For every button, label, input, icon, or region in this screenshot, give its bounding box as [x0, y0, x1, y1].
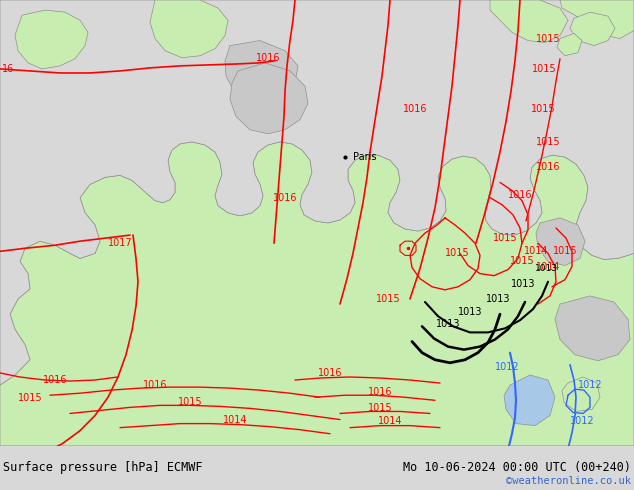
Text: 1013: 1013	[534, 264, 557, 273]
Text: 1012: 1012	[578, 380, 602, 390]
Text: 1015: 1015	[444, 248, 469, 258]
Polygon shape	[562, 377, 600, 412]
Text: ©weatheronline.co.uk: ©weatheronline.co.uk	[506, 476, 631, 486]
Text: 1012: 1012	[570, 416, 594, 425]
Text: 1012: 1012	[495, 362, 519, 372]
Text: 1016: 1016	[318, 368, 342, 378]
Polygon shape	[0, 0, 634, 446]
Polygon shape	[555, 296, 630, 361]
Text: 1017: 1017	[108, 238, 133, 248]
Text: 1013: 1013	[458, 307, 482, 317]
Text: 1013: 1013	[436, 319, 460, 329]
Text: 1016: 1016	[143, 380, 167, 390]
Text: 1016: 1016	[536, 162, 560, 172]
Text: Surface pressure [hPa] ECMWF: Surface pressure [hPa] ECMWF	[3, 462, 203, 474]
Polygon shape	[560, 0, 634, 39]
Polygon shape	[536, 218, 585, 266]
Text: 1014: 1014	[223, 415, 247, 424]
Polygon shape	[490, 0, 568, 43]
Text: 1015: 1015	[536, 33, 560, 44]
Text: 1016: 1016	[368, 387, 392, 397]
Text: 1016: 1016	[42, 375, 67, 385]
Text: 1015: 1015	[532, 64, 556, 74]
Text: 1013: 1013	[511, 279, 535, 289]
Text: 1015: 1015	[531, 104, 555, 115]
Polygon shape	[0, 0, 634, 385]
Polygon shape	[0, 0, 634, 446]
Polygon shape	[557, 33, 582, 56]
Polygon shape	[225, 41, 298, 103]
Text: 1016: 1016	[403, 104, 427, 115]
Polygon shape	[570, 12, 615, 46]
Text: 1014: 1014	[536, 262, 560, 271]
Text: 1015: 1015	[553, 246, 578, 256]
Text: 1013: 1013	[486, 294, 510, 304]
Text: Mo 10-06-2024 00:00 UTC (00+240): Mo 10-06-2024 00:00 UTC (00+240)	[403, 462, 631, 474]
Text: 1015: 1015	[376, 294, 400, 304]
Text: 16: 16	[2, 64, 14, 74]
Text: Paris: Paris	[353, 152, 377, 162]
Polygon shape	[230, 63, 308, 134]
Text: 1015: 1015	[368, 403, 392, 414]
Polygon shape	[504, 375, 555, 426]
Polygon shape	[150, 0, 228, 58]
Text: 1015: 1015	[18, 393, 42, 403]
Polygon shape	[15, 10, 88, 69]
Text: 1015: 1015	[493, 233, 517, 243]
Text: 1015: 1015	[510, 256, 534, 267]
Text: 1016: 1016	[256, 53, 280, 63]
Text: 1015: 1015	[536, 137, 560, 147]
Text: 1014: 1014	[378, 416, 402, 425]
Text: 1016: 1016	[273, 193, 297, 202]
Text: 1014: 1014	[524, 246, 548, 256]
Text: 1015: 1015	[178, 397, 202, 407]
Text: 1016: 1016	[508, 190, 533, 199]
